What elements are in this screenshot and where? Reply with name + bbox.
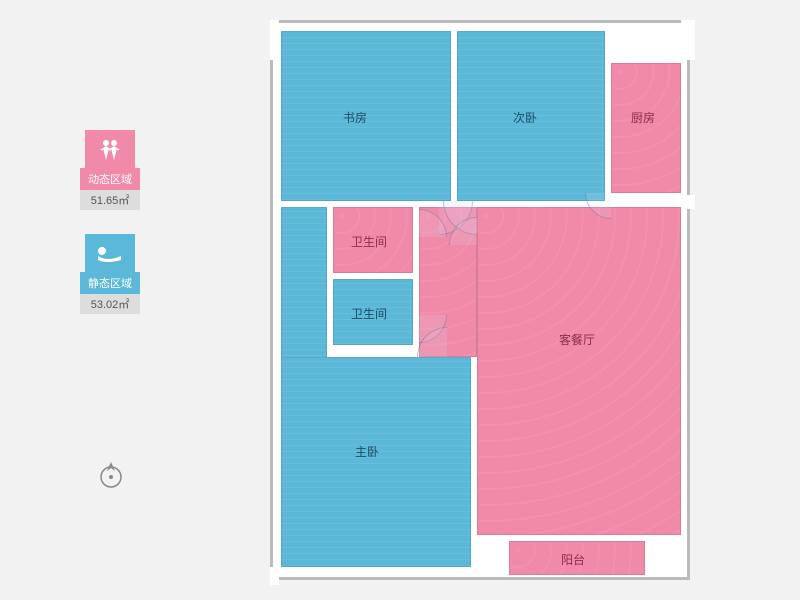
room-label-kitchen: 厨房 (631, 109, 655, 126)
room-label-bedroom2: 次卧 (513, 109, 537, 126)
compass-icon (96, 460, 126, 490)
legend-dynamic-icon (85, 130, 135, 168)
room-living (477, 207, 681, 535)
wall-notch-3 (270, 567, 279, 585)
legend-dynamic-value: 51.65㎡ (80, 190, 140, 210)
legend-static-icon (85, 234, 135, 272)
room-label-living: 客餐厅 (559, 331, 595, 348)
legend-static: 静态区域 53.02㎡ (80, 234, 140, 314)
room-label-bath2: 卫生间 (351, 305, 387, 322)
wall-notch-0 (270, 20, 279, 60)
legend-static-label: 静态区域 (80, 272, 140, 294)
room-label-bath1: 卫生间 (351, 233, 387, 250)
wall-notch-1 (681, 20, 695, 60)
legend-panel: 动态区域 51.65㎡ 静态区域 53.02㎡ (80, 130, 140, 338)
room-label-master: 主卧 (355, 443, 379, 460)
wall-notch-2 (681, 195, 695, 209)
room-master (281, 357, 471, 567)
legend-dynamic-label: 动态区域 (80, 168, 140, 190)
room-label-study: 书房 (343, 109, 367, 126)
room-label-balcony: 阳台 (561, 551, 585, 568)
legend-static-value: 53.02㎡ (80, 294, 140, 314)
legend-dynamic: 动态区域 51.65㎡ (80, 130, 140, 210)
room-kitchen (611, 63, 681, 193)
floorplan-container: 书房次卧厨房卫生间卫生间客餐厅主卧阳台 (270, 20, 690, 580)
